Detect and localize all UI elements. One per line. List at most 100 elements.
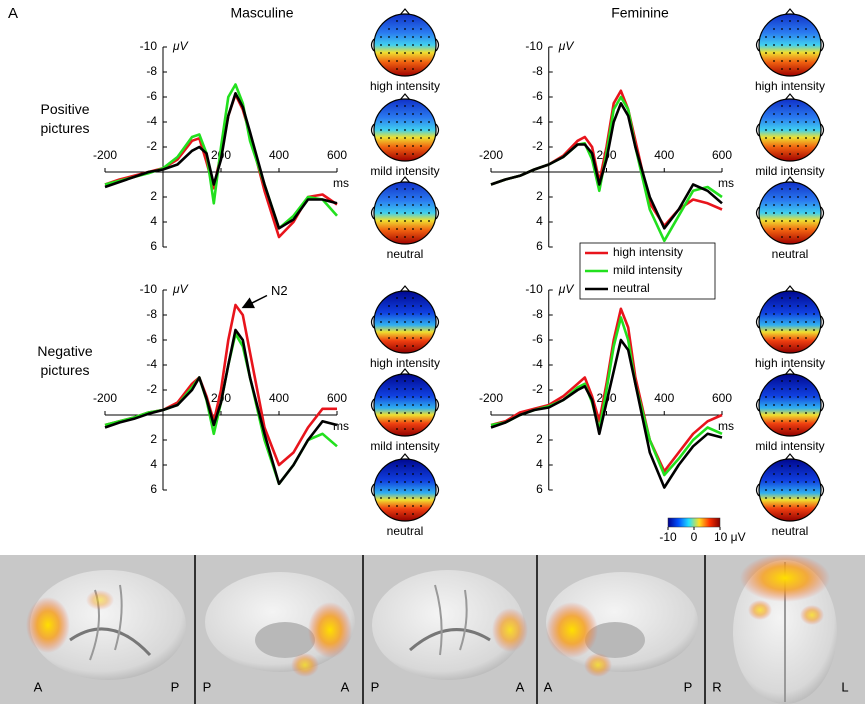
- electrode: [773, 129, 775, 131]
- electrode: [380, 321, 382, 323]
- electrode: [404, 113, 406, 115]
- electrode: [412, 396, 414, 398]
- electrode: [396, 228, 398, 230]
- electrode: [412, 345, 414, 347]
- electrode: [404, 345, 406, 347]
- electrode: [789, 321, 791, 323]
- electrode: [789, 52, 791, 54]
- electrode: [420, 137, 422, 139]
- electrode: [805, 412, 807, 414]
- electrode: [420, 329, 422, 331]
- electrode: [789, 105, 791, 107]
- electrode: [428, 52, 430, 54]
- y-tick-label: -10: [140, 282, 158, 296]
- annotation: N2: [271, 283, 288, 298]
- electrode: [805, 228, 807, 230]
- series-line: [490, 102, 723, 230]
- electrode: [773, 313, 775, 315]
- electrode: [404, 105, 406, 107]
- y-tick-label: 4: [150, 214, 157, 228]
- electrode: [396, 345, 398, 347]
- electrode: [789, 121, 791, 123]
- electrode: [412, 188, 414, 190]
- x-tick-label: 600: [327, 391, 347, 405]
- electrode: [404, 204, 406, 206]
- topomap: [370, 8, 440, 77]
- electrode: [805, 145, 807, 147]
- electrode: [412, 28, 414, 30]
- electrode: [789, 489, 791, 491]
- electrode: [380, 497, 382, 499]
- electrode: [404, 497, 406, 499]
- electrode: [773, 145, 775, 147]
- electrode: [773, 228, 775, 230]
- electrode: [396, 505, 398, 507]
- electrode: [396, 212, 398, 214]
- electrode: [773, 212, 775, 214]
- y-tick-label: 2: [536, 432, 543, 446]
- electrode: [789, 153, 791, 155]
- electrode: [404, 52, 406, 54]
- topomap: [755, 176, 825, 245]
- electrode: [396, 121, 398, 123]
- electrode: [412, 236, 414, 238]
- electrode: [396, 52, 398, 54]
- electrode: [789, 412, 791, 414]
- electrode: [412, 465, 414, 467]
- topomap: [755, 285, 825, 354]
- x-tick-label: 600: [712, 148, 732, 162]
- electrode: [773, 388, 775, 390]
- topomap-label: mild intensity: [370, 164, 439, 178]
- electrode: [412, 404, 414, 406]
- topomap-label: neutral: [387, 247, 424, 261]
- electrode: [396, 428, 398, 430]
- electrode: [789, 337, 791, 339]
- electrode: [388, 313, 390, 315]
- electrode: [781, 412, 783, 414]
- electrode: [797, 497, 799, 499]
- brain-medial-right: [205, 572, 355, 677]
- electrode: [396, 113, 398, 115]
- electrode: [781, 44, 783, 46]
- electrode: [797, 145, 799, 147]
- colorbar-label: 0: [691, 530, 698, 544]
- orientation-label: P: [171, 679, 180, 694]
- electrode: [789, 505, 791, 507]
- electrode: [420, 113, 422, 115]
- electrode: [380, 396, 382, 398]
- electrode: [805, 137, 807, 139]
- y-tick-label: -2: [146, 382, 157, 396]
- orientation-label: A: [341, 679, 350, 694]
- topomap-label: high intensity: [755, 356, 825, 370]
- electrode: [765, 313, 767, 315]
- electrode: [781, 228, 783, 230]
- y-tick-label: 6: [150, 239, 157, 253]
- brain-medial-left: [546, 572, 698, 677]
- electrode: [420, 228, 422, 230]
- electrode: [412, 113, 414, 115]
- topomap-nose: [784, 8, 796, 16]
- electrode: [380, 212, 382, 214]
- electrode: [813, 204, 815, 206]
- electrode: [797, 513, 799, 515]
- electrode: [388, 473, 390, 475]
- electrode: [797, 68, 799, 70]
- orientation-label: P: [684, 679, 693, 694]
- electrode: [789, 297, 791, 299]
- electrode: [404, 236, 406, 238]
- electrode: [380, 481, 382, 483]
- electrode: [805, 497, 807, 499]
- electrode: [765, 396, 767, 398]
- electrode: [805, 396, 807, 398]
- y-tick-label: 2: [150, 189, 157, 203]
- y-tick-label: -8: [146, 64, 157, 78]
- colorbar-label: -10: [659, 530, 677, 544]
- x-tick-label: 600: [712, 391, 732, 405]
- electrode: [805, 204, 807, 206]
- topomap-ear: [370, 206, 440, 220]
- y-tick-label: -4: [146, 357, 157, 371]
- electrode: [797, 20, 799, 22]
- topomap: [370, 285, 440, 354]
- electrode: [404, 329, 406, 331]
- electrode: [388, 228, 390, 230]
